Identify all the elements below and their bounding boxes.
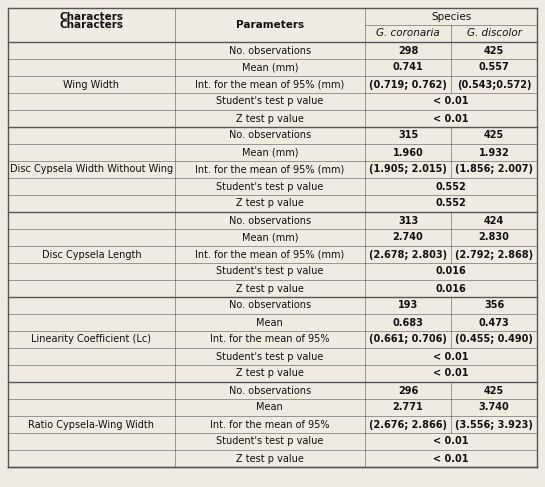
Text: 0.473: 0.473 — [479, 318, 510, 327]
Text: Parameters: Parameters — [236, 20, 304, 30]
Text: (0.661; 0.706): (0.661; 0.706) — [369, 335, 447, 344]
Text: Student's test p value: Student's test p value — [216, 352, 324, 361]
Text: Z test p value: Z test p value — [236, 453, 304, 464]
Text: 3.740: 3.740 — [479, 402, 510, 412]
Text: < 0.01: < 0.01 — [433, 453, 469, 464]
Text: Mean: Mean — [257, 402, 283, 412]
Text: 0.016: 0.016 — [435, 266, 467, 277]
Text: No. observations: No. observations — [229, 216, 311, 225]
Text: Z test p value: Z test p value — [236, 369, 304, 378]
Text: 0.557: 0.557 — [479, 62, 510, 73]
Text: 193: 193 — [398, 300, 418, 311]
Text: 425: 425 — [484, 131, 504, 141]
Text: Int. for the mean of 95%: Int. for the mean of 95% — [210, 419, 330, 430]
Text: 424: 424 — [484, 216, 504, 225]
Text: Int. for the mean of 95% (mm): Int. for the mean of 95% (mm) — [195, 249, 344, 260]
Text: No. observations: No. observations — [229, 386, 311, 395]
Text: G. discolor: G. discolor — [467, 29, 522, 38]
Text: Student's test p value: Student's test p value — [216, 182, 324, 191]
Text: Student's test p value: Student's test p value — [216, 436, 324, 447]
Text: No. observations: No. observations — [229, 45, 311, 56]
Text: Disc Cypsela Length: Disc Cypsela Length — [41, 249, 141, 260]
Text: Wing Width: Wing Width — [63, 79, 119, 90]
Text: Z test p value: Z test p value — [236, 283, 304, 294]
Text: Int. for the mean of 95% (mm): Int. for the mean of 95% (mm) — [195, 79, 344, 90]
Text: Mean (mm): Mean (mm) — [241, 62, 298, 73]
Text: Int. for the mean of 95% (mm): Int. for the mean of 95% (mm) — [195, 165, 344, 174]
Text: Disc Cypsela Width Without Wing: Disc Cypsela Width Without Wing — [10, 165, 173, 174]
Text: Ratio Cypsela-Wing Width: Ratio Cypsela-Wing Width — [28, 419, 154, 430]
Text: No. observations: No. observations — [229, 131, 311, 141]
Text: (0.719; 0.762): (0.719; 0.762) — [369, 79, 447, 90]
Text: 313: 313 — [398, 216, 418, 225]
Text: Linearity Coefficient (Lc): Linearity Coefficient (Lc) — [31, 335, 152, 344]
Text: Student's test p value: Student's test p value — [216, 96, 324, 107]
Text: 425: 425 — [484, 45, 504, 56]
Text: (2.678; 2.803): (2.678; 2.803) — [369, 249, 447, 260]
Text: < 0.01: < 0.01 — [433, 352, 469, 361]
Text: Mean: Mean — [257, 318, 283, 327]
Text: 296: 296 — [398, 386, 418, 395]
Text: Z test p value: Z test p value — [236, 113, 304, 124]
Text: < 0.01: < 0.01 — [433, 113, 469, 124]
Text: 298: 298 — [398, 45, 418, 56]
Text: 315: 315 — [398, 131, 418, 141]
Text: Characters: Characters — [59, 12, 123, 21]
Text: 356: 356 — [484, 300, 504, 311]
Text: Int. for the mean of 95%: Int. for the mean of 95% — [210, 335, 330, 344]
Text: (2.676; 2.866): (2.676; 2.866) — [369, 419, 447, 430]
Text: 425: 425 — [484, 386, 504, 395]
Text: Species: Species — [431, 12, 471, 21]
Text: 1.932: 1.932 — [479, 148, 510, 157]
Text: < 0.01: < 0.01 — [433, 369, 469, 378]
Text: 2.740: 2.740 — [393, 232, 423, 243]
Text: 1.960: 1.960 — [393, 148, 423, 157]
Text: (0.543;0.572): (0.543;0.572) — [457, 79, 531, 90]
Text: 2.771: 2.771 — [393, 402, 423, 412]
Text: 0.741: 0.741 — [393, 62, 423, 73]
Text: No. observations: No. observations — [229, 300, 311, 311]
Text: Z test p value: Z test p value — [236, 199, 304, 208]
Text: 0.683: 0.683 — [392, 318, 423, 327]
Text: < 0.01: < 0.01 — [433, 96, 469, 107]
Text: (2.792; 2.868): (2.792; 2.868) — [455, 249, 533, 260]
Text: Mean (mm): Mean (mm) — [241, 232, 298, 243]
Text: (1.856; 2.007): (1.856; 2.007) — [455, 165, 533, 174]
Text: Mean (mm): Mean (mm) — [241, 148, 298, 157]
Text: (3.556; 3.923): (3.556; 3.923) — [455, 419, 533, 430]
Text: 0.552: 0.552 — [435, 199, 467, 208]
Text: G. coronaria: G. coronaria — [376, 29, 440, 38]
Text: Student's test p value: Student's test p value — [216, 266, 324, 277]
Text: < 0.01: < 0.01 — [433, 436, 469, 447]
Text: 0.016: 0.016 — [435, 283, 467, 294]
Text: (1.905; 2.015): (1.905; 2.015) — [369, 165, 447, 174]
Text: Characters: Characters — [59, 20, 123, 30]
Text: 0.552: 0.552 — [435, 182, 467, 191]
Text: (0.455; 0.490): (0.455; 0.490) — [455, 335, 533, 344]
Text: 2.830: 2.830 — [479, 232, 510, 243]
